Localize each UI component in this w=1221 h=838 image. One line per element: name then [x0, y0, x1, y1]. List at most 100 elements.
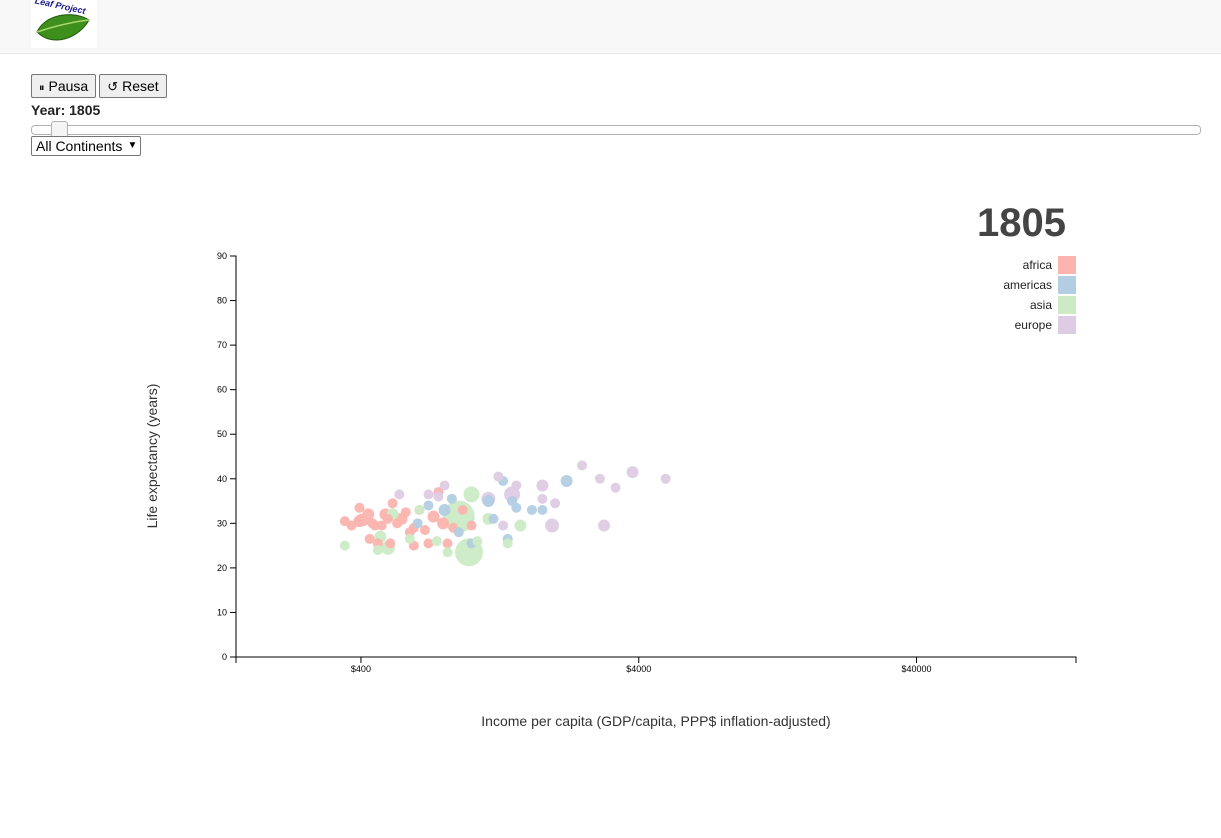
data-point-americas	[466, 538, 477, 549]
data-point-europe	[660, 473, 671, 484]
data-point-asia	[339, 540, 350, 551]
data-point-europe	[537, 493, 548, 504]
y-tick-label: 60	[217, 385, 227, 395]
data-point-europe	[610, 482, 621, 493]
data-point-africa	[419, 525, 430, 536]
data-point-africa	[379, 508, 392, 521]
pause-button-label: Pausa	[48, 78, 89, 94]
data-point-africa	[457, 504, 468, 515]
data-point-asia	[463, 486, 480, 503]
data-point-asia	[386, 508, 399, 521]
data-point-africa	[442, 538, 453, 549]
x-axis-line	[235, 656, 1077, 663]
data-point-africa	[427, 510, 440, 523]
data-point-europe	[423, 489, 434, 500]
y-tick-label: 30	[217, 518, 227, 528]
legend-swatch-asia	[1058, 296, 1076, 314]
data-point-africa	[392, 518, 403, 529]
y-tick-label: 80	[217, 296, 227, 306]
data-point-asia	[472, 536, 483, 547]
year-slider[interactable]	[31, 121, 1201, 138]
data-point-americas	[526, 504, 537, 515]
data-point-asia	[374, 530, 387, 543]
x-tick-label: $40000	[902, 664, 932, 674]
data-point-europe	[493, 471, 504, 482]
data-point-asia	[380, 540, 395, 555]
data-point-africa	[376, 520, 387, 531]
pause-button[interactable]: ⏸ Pausa	[31, 74, 97, 98]
data-point-asia	[404, 533, 415, 544]
x-tick-label: $4000	[626, 664, 651, 674]
data-point-europe	[577, 460, 588, 471]
data-point-africa	[346, 520, 357, 531]
slider-track[interactable]	[31, 125, 1201, 135]
data-point-europe	[550, 498, 561, 509]
data-point-europe	[598, 519, 611, 532]
data-point-africa	[466, 520, 477, 531]
data-point-africa	[362, 508, 375, 521]
data-point-africa	[382, 513, 393, 524]
legend: africa americas asia europe	[1003, 256, 1076, 334]
data-point-europe	[626, 466, 639, 479]
data-point-africa	[339, 516, 350, 527]
data-point-asia	[482, 512, 495, 525]
data-points	[339, 460, 671, 567]
data-point-americas	[488, 513, 499, 524]
pause-icon: ⏸	[39, 82, 45, 94]
data-point-americas	[423, 500, 434, 511]
data-point-americas	[412, 518, 423, 529]
data-point-europe	[511, 480, 522, 491]
data-point-asia	[431, 536, 442, 547]
data-point-africa	[370, 520, 381, 531]
y-tick-label: 50	[217, 429, 227, 439]
legend-label-europe: europe	[1015, 318, 1053, 332]
data-point-africa	[358, 516, 369, 527]
data-point-asia	[442, 547, 453, 558]
y-tick-label: 70	[217, 340, 227, 350]
data-point-americas	[511, 502, 522, 513]
playback-controls: ⏸ Pausa ↺ Reset	[31, 74, 167, 98]
y-tick-label: 90	[217, 251, 227, 261]
year-label: Year: 1805	[31, 102, 101, 118]
reset-button[interactable]: ↺ Reset	[99, 74, 167, 98]
y-tick-label: 20	[217, 563, 227, 573]
data-point-africa	[364, 533, 375, 544]
leaf-logo[interactable]: Leaf Project	[31, 0, 97, 48]
data-point-americas	[453, 527, 464, 538]
legend-swatch-africa	[1058, 256, 1076, 274]
axes: $400 $4000 $40000 0 10 20 30 40 50 60 70 80 90	[217, 251, 1077, 674]
y-tick-label: 0	[222, 652, 227, 662]
y-tick-label: 10	[217, 607, 227, 617]
data-point-europe	[439, 480, 450, 491]
data-point-africa	[423, 538, 434, 549]
legend-swatch-europe	[1058, 316, 1076, 334]
data-point-americas	[498, 476, 509, 487]
data-point-americas	[560, 475, 573, 488]
data-point-europe	[545, 518, 560, 533]
data-point-europe	[481, 491, 496, 506]
data-point-americas	[502, 533, 513, 544]
continent-select-value: All Continents	[36, 138, 123, 154]
continent-select[interactable]: All Continents ▼	[31, 136, 142, 156]
data-point-americas	[507, 496, 518, 507]
y-axis-label: Life expectancy (years)	[144, 384, 160, 529]
legend-label-asia: asia	[1030, 298, 1052, 312]
reset-button-label: Reset	[122, 78, 159, 94]
data-point-africa	[404, 527, 415, 538]
chart-year-display: 1805	[977, 201, 1066, 245]
data-point-americas	[482, 495, 495, 508]
data-point-africa	[433, 487, 444, 498]
y-tick-label: 40	[217, 474, 227, 484]
data-point-asia	[502, 538, 513, 549]
data-point-africa	[385, 538, 396, 549]
data-point-asia	[414, 504, 425, 515]
data-point-africa	[354, 502, 365, 513]
data-point-europe	[594, 473, 605, 484]
data-point-africa	[367, 518, 378, 529]
data-point-africa	[408, 522, 419, 533]
data-point-europe	[536, 479, 549, 492]
data-point-asia	[442, 500, 475, 533]
legend-swatch-americas	[1058, 276, 1076, 294]
legend-label-africa: africa	[1023, 258, 1053, 272]
reset-icon: ↺	[107, 79, 119, 94]
